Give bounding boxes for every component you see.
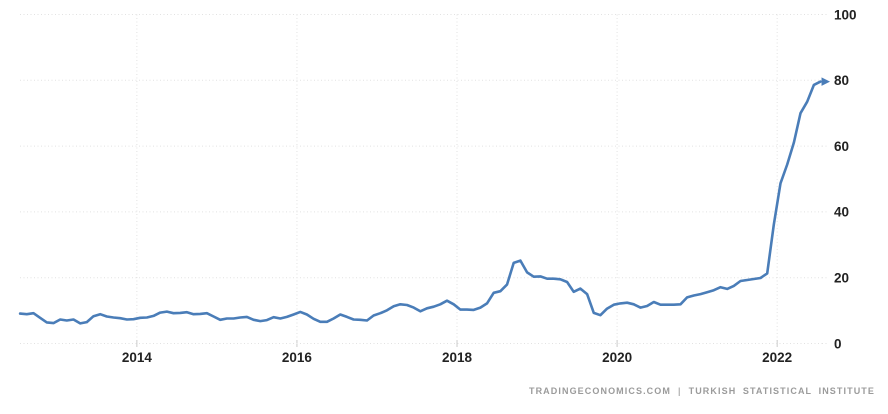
x-axis-tick-label: 2022: [762, 350, 792, 365]
source-link[interactable]: TURKISH STATISTICAL INSTITUTE: [688, 386, 875, 396]
y-axis-tick-label: 60: [834, 139, 849, 154]
inflation-line: [18, 80, 822, 325]
attribution-separator: |: [677, 386, 682, 396]
y-axis-tick-label: 0: [834, 336, 842, 351]
x-axis-tick-label: 2018: [442, 350, 473, 365]
x-axis-tick-label: 2014: [122, 350, 153, 365]
line-end-arrow-icon: [821, 77, 831, 86]
attribution: TRADINGECONOMICS.COM | TURKISH STATISTICAL…: [529, 386, 875, 396]
y-axis-tick-label: 80: [834, 73, 849, 88]
y-axis-tick-label: 40: [834, 205, 849, 220]
tradingeconomics-link[interactable]: TRADINGECONOMICS.COM: [528, 386, 671, 396]
x-axis-tick-label: 2020: [602, 350, 632, 365]
y-axis-tick-label: 20: [834, 271, 849, 286]
y-axis-tick-label: 100: [834, 7, 857, 22]
x-axis-tick-label: 2016: [282, 350, 313, 365]
